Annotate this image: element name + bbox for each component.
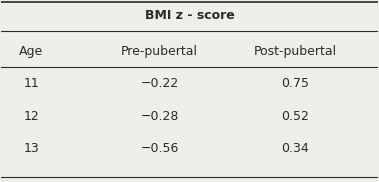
Text: −0.56: −0.56	[140, 142, 179, 155]
Text: Age: Age	[19, 45, 44, 58]
Text: Pre-pubertal: Pre-pubertal	[121, 45, 198, 58]
Text: Post-pubertal: Post-pubertal	[253, 45, 337, 58]
Text: 0.34: 0.34	[281, 142, 309, 155]
Text: 0.75: 0.75	[281, 77, 309, 90]
Text: −0.22: −0.22	[140, 77, 179, 90]
Text: BMI z - score: BMI z - score	[145, 9, 234, 22]
Text: 12: 12	[23, 110, 39, 123]
Text: −0.28: −0.28	[140, 110, 179, 123]
Text: 13: 13	[23, 142, 39, 155]
Text: 0.52: 0.52	[281, 110, 309, 123]
Text: 11: 11	[23, 77, 39, 90]
